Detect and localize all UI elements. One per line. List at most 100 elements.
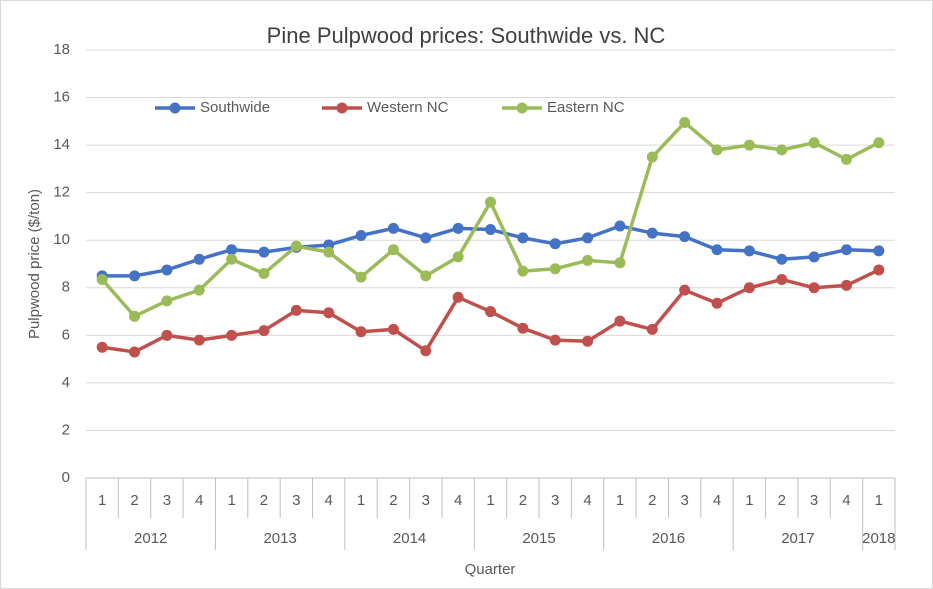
x-tick-label: 1 [875,492,883,509]
x-tick-label: 4 [713,492,721,509]
data-point [582,254,594,266]
data-point [582,335,594,347]
x-tick-label: 4 [583,492,591,509]
data-point [96,341,108,353]
data-point [776,253,788,265]
data-point [873,264,885,276]
x-group-label: 2014 [393,530,426,547]
x-tick-label: 1 [98,492,106,509]
x-tick-label: 1 [616,492,624,509]
data-point [646,323,658,335]
x-group-label: 2015 [522,530,555,547]
data-point [323,307,335,319]
data-point [873,245,885,257]
data-point [193,334,205,346]
data-point [776,273,788,285]
y-tick-label: 10 [53,231,70,248]
x-tick-label: 2 [519,492,527,509]
data-point [743,245,755,257]
data-point [646,227,658,239]
x-tick-label: 2 [648,492,656,509]
data-point [355,326,367,338]
x-tick-label: 4 [195,492,203,509]
data-point [711,244,723,256]
data-point [452,222,464,234]
data-point [387,222,399,234]
data-point [290,240,302,252]
y-tick-label: 0 [62,469,70,486]
x-tick-label: 2 [260,492,268,509]
y-tick-label: 12 [53,184,70,201]
x-group-label: 2012 [134,530,167,547]
data-point [517,232,529,244]
data-point [258,246,270,258]
x-tick-label: 3 [292,492,300,509]
data-point [420,270,432,282]
data-point [290,304,302,316]
chart-title: Pine Pulpwood prices: Southwide vs. NC [267,23,666,48]
data-point [485,224,496,236]
data-point [517,265,529,277]
data-point [743,282,755,294]
data-point [679,284,691,296]
data-point [452,251,464,263]
data-point [420,232,432,244]
x-tick-label: 3 [551,492,559,509]
data-point [840,153,852,165]
y-axis-title: Pulpwood price ($/ton) [26,189,43,339]
x-axis-title: Quarter [465,561,516,578]
x-group-label: 2018 [862,530,895,547]
data-point [452,291,464,303]
data-point [96,273,108,285]
legend-label: Western NC [367,99,449,116]
y-tick-label: 16 [53,89,70,106]
x-tick-label: 3 [680,492,688,509]
x-group-label: 2017 [781,530,814,547]
data-point [323,246,335,258]
x-group-label: 2016 [652,530,685,547]
x-tick-label: 1 [745,492,753,509]
data-point [840,244,852,256]
data-point [161,329,173,341]
legend-label: Southwide [200,99,270,116]
data-point [873,137,885,149]
data-point [387,244,399,256]
data-point [614,315,626,327]
x-group-label: 2013 [263,530,296,547]
data-point [711,297,723,309]
data-point [129,270,141,282]
data-point [226,329,238,341]
data-point [485,306,496,318]
data-point [549,238,561,250]
data-point [582,232,594,244]
data-point [614,220,626,232]
data-point [226,253,238,265]
y-tick-label: 6 [62,326,70,343]
legend-label: Eastern NC [547,99,625,116]
data-point [161,295,173,307]
data-point [840,279,852,291]
data-point [355,271,367,283]
data-point [193,253,205,265]
data-point [129,346,141,358]
x-tick-label: 2 [130,492,138,509]
x-tick-label: 4 [842,492,850,509]
x-tick-label: 1 [357,492,365,509]
x-tick-label: 2 [389,492,397,509]
data-point [193,284,205,296]
data-point [258,268,270,280]
data-point [517,322,529,334]
data-point [614,257,626,269]
data-point [420,345,432,357]
y-tick-label: 8 [62,279,70,296]
data-point [646,151,658,163]
data-point [258,325,270,337]
data-point [679,231,691,243]
data-point [711,144,723,156]
legend-marker [169,102,181,114]
data-point [129,310,141,322]
data-point [549,263,561,275]
data-point [743,139,755,151]
x-tick-label: 4 [325,492,333,509]
